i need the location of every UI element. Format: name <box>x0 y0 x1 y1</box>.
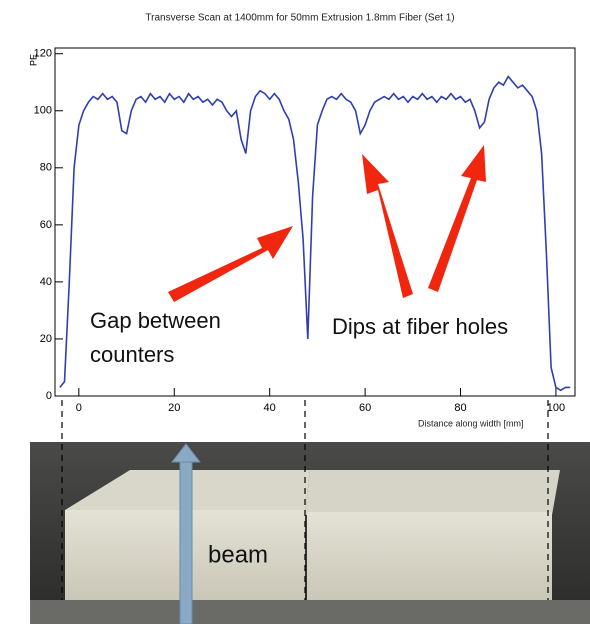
beam-arrow-shaft <box>179 459 193 624</box>
x-tick-label: 20 <box>168 402 180 414</box>
y-tick-label: 80 <box>40 162 52 174</box>
arrow <box>428 145 486 292</box>
y-tick-label: 0 <box>46 390 52 402</box>
x-tick-label: 0 <box>76 402 82 414</box>
y-tick-label: 60 <box>40 219 52 231</box>
annotation: Gap between <box>90 308 221 333</box>
data-line <box>59 75 571 392</box>
arrow <box>168 226 293 302</box>
chart-title: Transverse Scan at 1400mm for 50mm Extru… <box>145 13 454 24</box>
annotation: counters <box>90 342 174 367</box>
x-tick-label: 60 <box>359 402 371 414</box>
y-tick-label: 20 <box>40 333 52 345</box>
annotation: Dips at fiber holes <box>332 314 508 339</box>
y-axis-label: PE <box>28 54 38 66</box>
y-tick-label: 120 <box>34 48 52 60</box>
x-tick-label: 80 <box>454 402 466 414</box>
annotation: beam <box>208 541 268 568</box>
photo <box>30 442 590 624</box>
arrows <box>168 145 486 302</box>
slab-top-right <box>305 470 560 515</box>
plot: 0 20 40 60 80 100 120 0 20 40 60 80 100 <box>34 48 571 414</box>
x-axis-label: Distance along width [mm] <box>418 418 524 428</box>
plot-frame <box>54 47 576 397</box>
x-tick-label: 40 <box>264 402 276 414</box>
y-tick-label: 40 <box>40 276 52 288</box>
table-edge <box>30 600 590 624</box>
guides <box>61 400 549 600</box>
slab-right <box>307 512 552 602</box>
arrow <box>362 154 413 298</box>
x-tick-label: 100 <box>547 402 565 414</box>
beam-arrow-head <box>170 443 202 463</box>
y-tick-label: 100 <box>34 105 52 117</box>
